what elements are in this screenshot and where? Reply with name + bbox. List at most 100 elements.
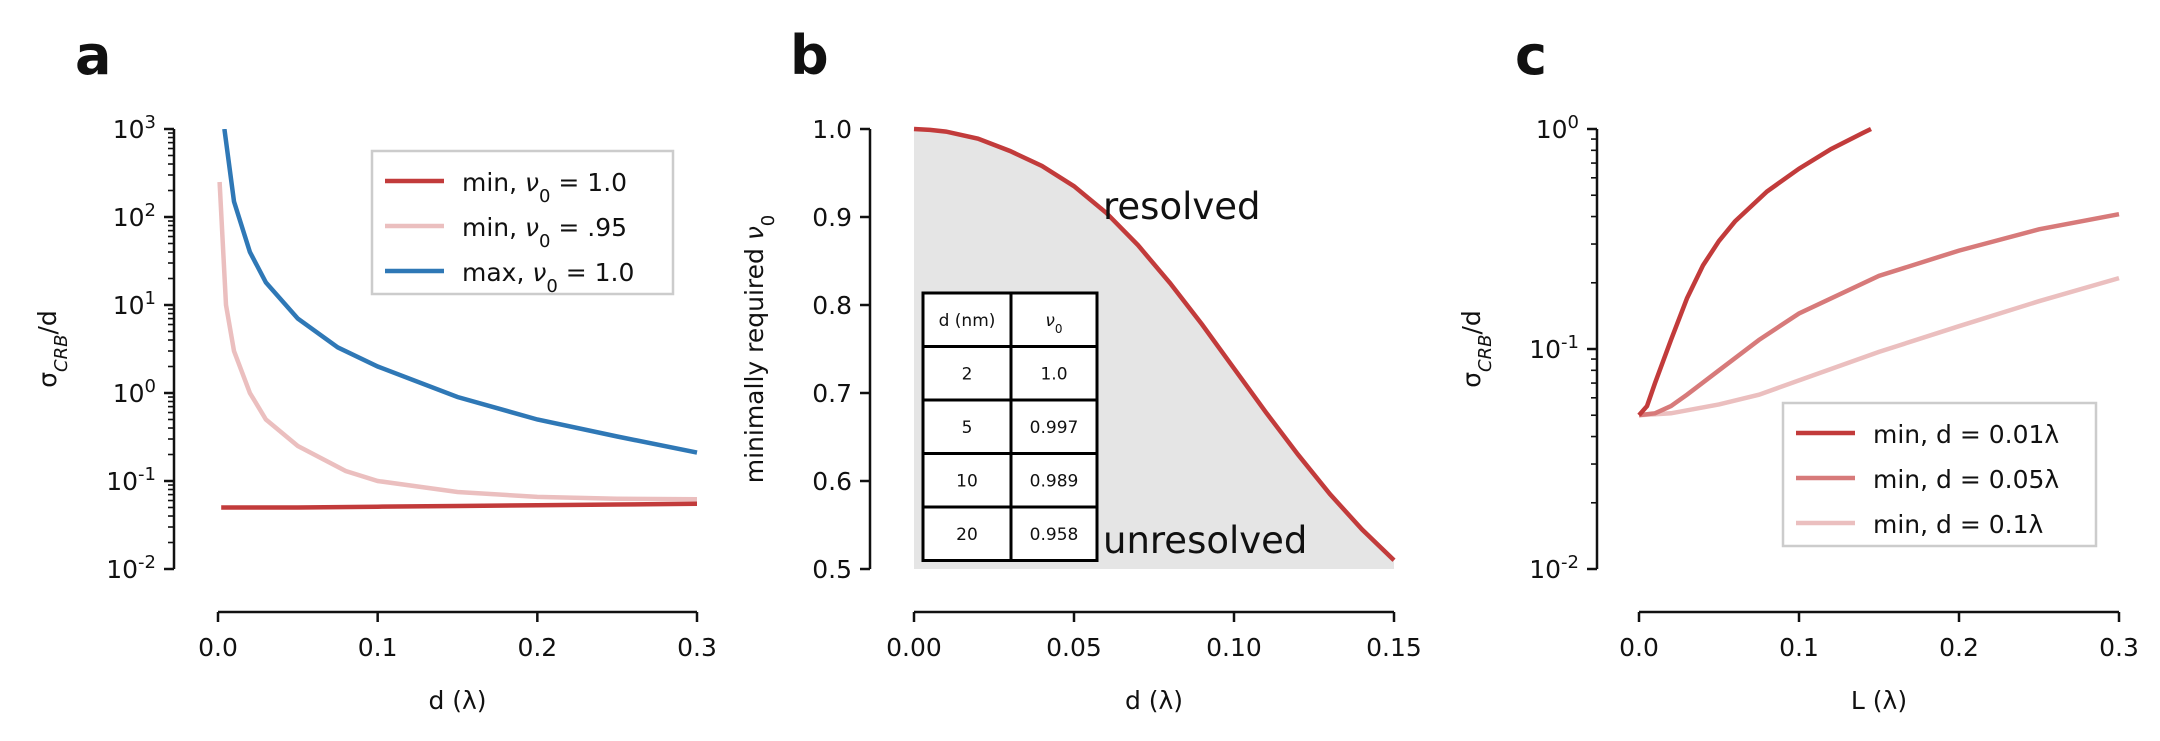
text-span: 0.2	[517, 633, 557, 662]
text-span: minimally required	[740, 240, 769, 483]
text-span: 0.10	[1206, 633, 1262, 662]
text-span: 5	[962, 418, 973, 438]
text-span: 0.2	[1939, 633, 1979, 662]
text-span: ν	[525, 213, 539, 242]
table-cell: 0.997	[1030, 418, 1079, 438]
series-line	[1638, 275, 2120, 418]
y-tick-label: 100	[113, 376, 156, 409]
panel-b: 0.00 0.05 0.10 0.15 d (λ) 0.5 0.6 0.7 0.8 0.9 1.0 m…	[740, 115, 1422, 715]
legend-entry: min, ν0 = .95	[462, 213, 627, 252]
text-span: CRB	[1475, 335, 1496, 372]
text-span: 0	[539, 231, 550, 252]
text-span: ν	[532, 258, 546, 287]
series-line	[1638, 211, 2120, 418]
table-cell: 0.989	[1030, 471, 1079, 491]
panel-letter-c: c	[1515, 24, 1547, 87]
legend-entry: min, d = 0.1λ	[1873, 510, 2044, 539]
text-span: 0.5	[812, 555, 852, 584]
x-axis-label: d (λ)	[1125, 686, 1183, 715]
region-resolved-label: resolved	[1103, 185, 1261, 228]
text-span: min, d = 0.01λ	[1873, 420, 2059, 449]
y-tick-label: 0.6	[812, 467, 852, 496]
text-span: 3	[145, 112, 156, 133]
text-span: -2	[138, 552, 156, 573]
panel-letter-b: b	[790, 24, 829, 87]
text-span: 2	[962, 364, 973, 384]
panel-letter-a: a	[75, 24, 111, 87]
y-tick-label: 10-2	[106, 552, 156, 585]
text-span: 0.0	[1619, 633, 1659, 662]
y-tick-label: 0.7	[812, 379, 852, 408]
text-span: 0	[539, 186, 550, 207]
text-span: 0.6	[812, 467, 852, 496]
x-tick-label: 0.15	[1366, 633, 1422, 662]
legend-entry: max, ν0 = 1.0	[462, 258, 634, 297]
x-tick-label: 0.2	[517, 633, 557, 662]
text-span: -1	[1561, 332, 1579, 353]
text-span: d (λ)	[428, 686, 486, 715]
text-span: ν	[1045, 311, 1055, 331]
series-line	[221, 501, 698, 510]
text-span: -2	[1561, 552, 1579, 573]
text-span: 10	[1536, 115, 1568, 144]
x-tick-label: 0.0	[1619, 633, 1659, 662]
series-line	[1637, 126, 1872, 417]
text-span: 20	[956, 525, 978, 545]
text-span: L (λ)	[1851, 686, 1907, 715]
text-span: 10	[1529, 555, 1561, 584]
text-span: σ	[33, 372, 62, 388]
text-span: 0.1	[358, 633, 398, 662]
y-tick-label: 100	[1536, 112, 1579, 145]
text-span: 0.3	[677, 633, 717, 662]
text-span: min,	[462, 168, 525, 197]
text-span: ν	[740, 226, 769, 240]
x-tick-label: 0.1	[358, 633, 398, 662]
y-tick-label: 10-2	[1529, 552, 1579, 585]
text-span: ν	[525, 168, 539, 197]
panel-a: 0.0 0.1 0.2 0.3d (λ)10-210-1100101102103σCR…	[33, 112, 717, 716]
legend-entry: min, d = 0.05λ	[1873, 465, 2059, 494]
table-cell: 1.0	[1040, 364, 1067, 384]
x-axis-label: d (λ)	[428, 686, 486, 715]
text-span: 0.00	[886, 633, 942, 662]
text-span: min,	[462, 213, 525, 242]
text-span: 0.1	[1779, 633, 1819, 662]
text-span: 1.0	[812, 115, 852, 144]
text-span: 0	[758, 215, 779, 226]
y-axis-label: minimally required ν0	[740, 215, 779, 484]
y-tick-label: 1.0	[812, 115, 852, 144]
y-tick-label: 103	[113, 112, 156, 145]
text-span: 2	[145, 200, 156, 221]
text-span: 0.989	[1030, 471, 1079, 491]
x-axis-label: L (λ)	[1851, 686, 1907, 715]
legend-entry: min, d = 0.01λ	[1873, 420, 2059, 449]
table-header-cell: ν0	[1045, 311, 1062, 336]
text-span: = .95	[550, 213, 627, 242]
text-span: 10	[113, 379, 145, 408]
text-span: 0.0	[198, 633, 238, 662]
text-span: -1	[138, 464, 156, 485]
text-span: = 1.0	[558, 258, 635, 287]
x-tick-label: 0.1	[1779, 633, 1819, 662]
text-span: 0.7	[812, 379, 852, 408]
text-span: σ	[1457, 372, 1486, 388]
series-line	[222, 129, 698, 455]
text-span: d (λ)	[1125, 686, 1183, 715]
text-span: CRB	[51, 335, 72, 372]
text-span: max,	[462, 258, 532, 287]
text-span: 1.0	[1040, 364, 1067, 384]
x-tick-label: 0.2	[1939, 633, 1979, 662]
text-span: /d	[1457, 310, 1486, 334]
text-span: min, d = 0.05λ	[1873, 465, 2059, 494]
y-tick-label: 0.8	[812, 291, 852, 320]
text-span: 0.15	[1366, 633, 1422, 662]
text-span: 0	[145, 376, 156, 397]
text-span: 10	[113, 115, 145, 144]
table-cell: 2	[962, 364, 973, 384]
table-cell: 0.958	[1030, 525, 1079, 545]
y-axis-label: σCRB/d	[33, 310, 72, 388]
series-line	[913, 126, 1396, 562]
text-span: 10	[1529, 335, 1561, 364]
legend-entry: min, ν0 = 1.0	[462, 168, 627, 207]
